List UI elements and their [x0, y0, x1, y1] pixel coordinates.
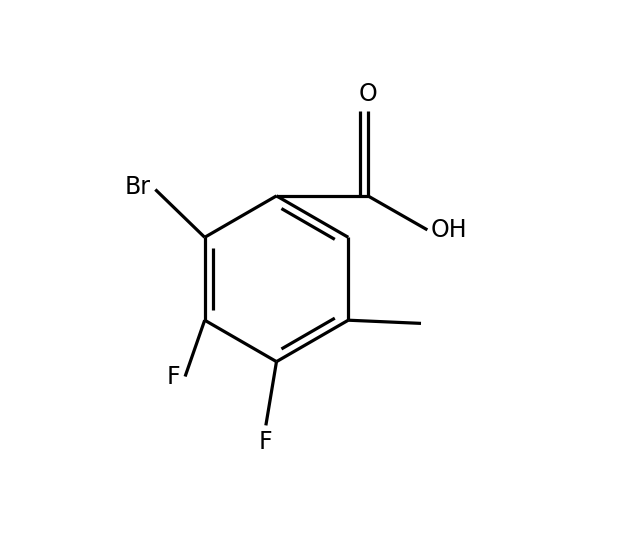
Text: OH: OH	[431, 218, 467, 242]
Text: F: F	[166, 364, 180, 389]
Text: O: O	[358, 82, 377, 106]
Text: F: F	[259, 431, 273, 454]
Text: Br: Br	[125, 176, 151, 199]
